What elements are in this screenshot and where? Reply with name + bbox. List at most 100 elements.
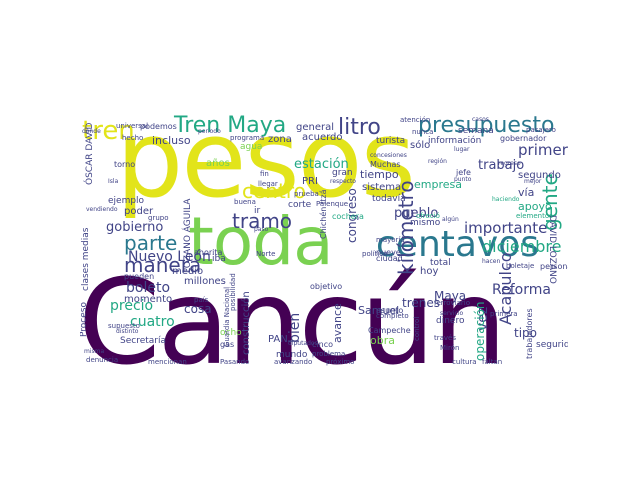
cloud-word: gobernador — [500, 134, 547, 143]
cloud-word: litro — [338, 115, 381, 140]
cloud-word: medio — [172, 266, 204, 277]
cloud-word: Samuel — [358, 304, 400, 317]
cloud-word: grupo — [148, 214, 169, 222]
cloud-word: problema — [312, 350, 346, 358]
cloud-word: construcción — [241, 291, 252, 355]
cloud-word: acuerdo — [302, 132, 343, 143]
cloud-word: información — [428, 136, 482, 146]
cloud-word: Reforma — [492, 282, 551, 298]
cloud-word: boletaje — [506, 262, 535, 270]
cloud-word: precio — [110, 298, 154, 314]
cloud-word: tramo — [232, 209, 293, 233]
cloud-word: centro — [242, 179, 306, 203]
cloud-word: millones — [184, 276, 226, 287]
cloud-word: manera — [124, 253, 202, 277]
cloud-word: trabajadores — [525, 308, 534, 359]
cloud-word: pueblo — [394, 206, 439, 221]
cloud-word: ofreció — [416, 212, 440, 220]
cloud-word: asunto — [376, 306, 404, 315]
cloud-word: agua — [240, 142, 263, 152]
cloud-word: bien — [287, 312, 303, 343]
cloud-word: cinco — [312, 340, 333, 349]
cloud-word: haciendo — [492, 196, 520, 203]
cloud-word: total — [430, 258, 451, 268]
cloud-word: PRI — [302, 176, 318, 187]
cloud-word: LOZANO ÁGUILA — [183, 198, 193, 273]
cloud-word: trabajo — [478, 158, 525, 173]
cloud-word: Nuevo León — [128, 249, 211, 265]
cloud-word: apoyo — [518, 200, 552, 213]
cloud-word: ejemplo — [108, 196, 145, 206]
cloud-word: fin — [260, 170, 269, 178]
cloud-word: avanzando — [274, 358, 313, 366]
cloud-word: próximo — [326, 358, 355, 366]
cloud-word: Pasando — [220, 358, 250, 366]
cloud-word: pueden — [124, 272, 155, 281]
cloud-word: Cancún — [80, 253, 507, 369]
cloud-word: trenes — [402, 296, 440, 310]
cloud-word: obra — [370, 334, 395, 347]
cloud-word: mayoría — [376, 236, 405, 244]
cloud-word: ciudad — [376, 254, 403, 263]
cloud-word: primera — [490, 310, 518, 318]
cloud-word: mismo — [410, 218, 441, 228]
cloud-word: incluso — [152, 134, 191, 147]
cloud-word: vendiendo — [86, 206, 118, 213]
cloud-word: parte — [124, 231, 178, 255]
cloud-word: llegar — [258, 180, 278, 188]
cloud-word: todavía — [372, 194, 406, 204]
cloud-word: Secretaría — [120, 336, 166, 346]
cloud-word: lugar — [454, 146, 470, 153]
cloud-word: ferroviario — [434, 299, 471, 307]
cloud-word: jefe — [456, 168, 471, 177]
cloud-word: Palenque — [316, 200, 349, 208]
cloud-word: mencionan — [148, 358, 187, 366]
cloud-word: importante — [464, 219, 548, 237]
cloud-word: sistema — [362, 182, 402, 193]
cloud-word: supuesto — [108, 322, 140, 330]
cloud-word: mejor — [524, 178, 542, 185]
cloud-word: misma — [84, 348, 105, 355]
cloud-word: estación — [294, 157, 349, 172]
cloud-word: faltan — [482, 358, 503, 366]
cloud-word: concesiones — [370, 152, 407, 159]
cloud-word: torno — [114, 160, 136, 169]
cloud-word: DAVID LOZANO — [547, 215, 557, 284]
cloud-word: años — [206, 158, 230, 169]
cloud-word: clases medias — [81, 227, 91, 291]
cloud-word: Guardia Nacional — [223, 286, 231, 347]
cloud-word: prueba — [294, 190, 319, 198]
cloud-word: cuatro — [130, 314, 175, 330]
cloud-word: Campeche — [368, 326, 411, 335]
cloud-word: turista — [376, 136, 406, 146]
cloud-word: cochera — [332, 212, 364, 221]
cloud-word: atención — [400, 116, 431, 124]
cloud-word: control — [413, 316, 421, 341]
cloud-word: momento — [124, 294, 173, 305]
cloud-word: PAN — [268, 334, 288, 345]
cloud-word: denuncia — [86, 356, 119, 364]
cloud-word: diciembre — [482, 237, 562, 256]
cloud-word: regreso — [498, 160, 521, 167]
cloud-word: segundo — [518, 170, 561, 181]
cloud-word: gobierno — [106, 220, 164, 235]
cloud-word: gas — [220, 340, 235, 349]
cloud-word: país — [194, 296, 209, 304]
cloud-word: Isla — [108, 178, 119, 185]
cloud-word: Mirón — [440, 344, 460, 352]
cloud-word: Chichén Itzá — [319, 189, 328, 239]
cloud-word: ahorita — [194, 248, 223, 257]
cloud-word: semana — [458, 126, 494, 136]
cloud-word: programa — [230, 134, 265, 142]
cloud-word: boleto — [126, 280, 171, 296]
cloud-word: cosa — [184, 302, 212, 316]
cloud-word: sólo — [410, 140, 431, 151]
cloud-word: gran — [332, 168, 353, 178]
cloud-word: elementos — [516, 212, 553, 220]
cloud-word: región — [428, 158, 447, 165]
cloud-word: poder — [124, 206, 154, 217]
cloud-word: primero — [518, 141, 568, 159]
cloud-word: empresa — [414, 178, 462, 191]
cloud-word: iba — [212, 254, 226, 264]
cloud-word: respecto — [330, 178, 356, 185]
